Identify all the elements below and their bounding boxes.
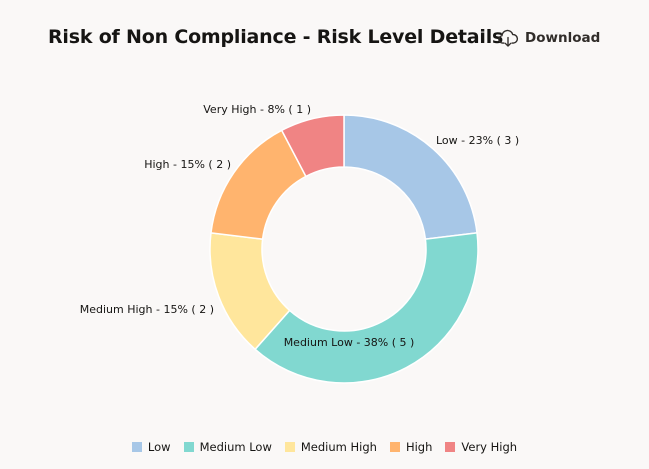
slice-label-very-high: Very High - 8% ( 1 ) bbox=[203, 103, 311, 116]
legend-item-low[interactable]: Low bbox=[131, 440, 171, 454]
slice-low[interactable] bbox=[343, 114, 478, 240]
slice-very-high[interactable] bbox=[280, 114, 345, 178]
slice-label-medium-low: Medium Low - 38% ( 5 ) bbox=[284, 336, 415, 349]
download-label: Download bbox=[525, 30, 601, 46]
legend-swatch-medium-high bbox=[284, 442, 295, 452]
legend-item-medium-low[interactable]: Medium Low bbox=[183, 440, 272, 454]
page-title: Risk of Non Compliance - Risk Level Deta… bbox=[48, 26, 504, 48]
legend-swatch-low bbox=[131, 442, 142, 452]
legend-item-medium-high[interactable]: Medium High bbox=[284, 440, 377, 454]
legend-label-high: High bbox=[405, 440, 433, 454]
legend-label-medium-high: Medium High bbox=[300, 440, 377, 454]
cloud-download-icon bbox=[497, 27, 519, 49]
legend-swatch-very-high bbox=[445, 442, 456, 452]
legend-label-low: Low bbox=[147, 440, 171, 454]
slice-label-low: Low - 23% ( 3 ) bbox=[436, 134, 519, 147]
legend-item-very-high[interactable]: Very High bbox=[445, 440, 517, 454]
legend-label-medium-low: Medium Low bbox=[199, 440, 272, 454]
chart-legend: Low Medium Low Medium High High Very High bbox=[0, 440, 649, 454]
slice-medium-low[interactable] bbox=[254, 232, 479, 384]
legend-label-very-high: Very High bbox=[461, 440, 518, 454]
legend-swatch-medium-low bbox=[183, 442, 194, 452]
slice-label-medium-high: Medium High - 15% ( 2 ) bbox=[80, 303, 214, 316]
legend-swatch-high bbox=[389, 442, 400, 452]
slice-label-high: High - 15% ( 2 ) bbox=[144, 158, 231, 171]
legend-item-high[interactable]: High bbox=[389, 440, 433, 454]
download-button[interactable]: Download bbox=[497, 26, 600, 50]
